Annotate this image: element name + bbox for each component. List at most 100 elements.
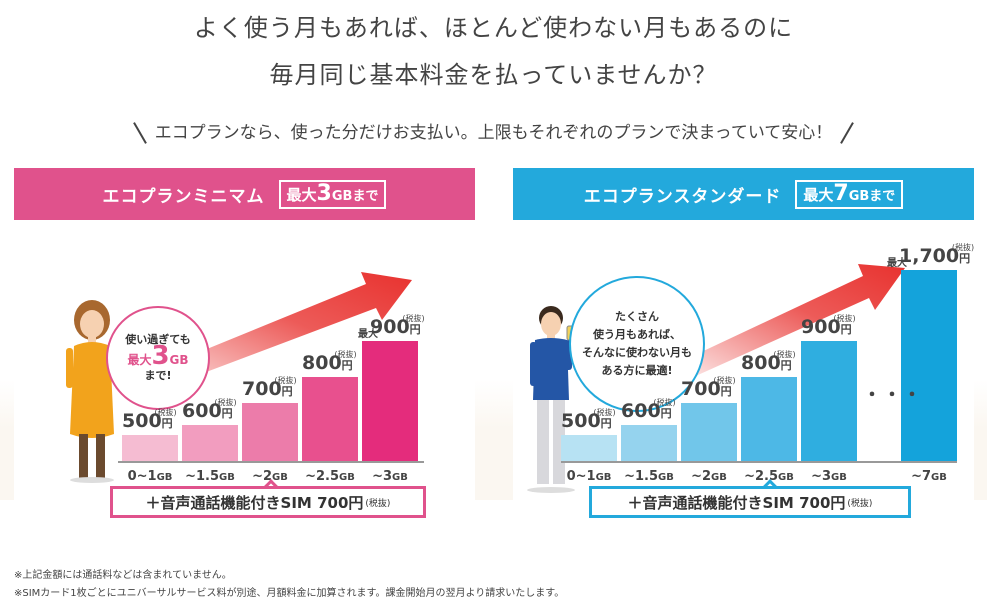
price-yen: 円 xyxy=(600,417,612,430)
price-value: 700 xyxy=(681,378,721,400)
price-bar xyxy=(621,425,677,461)
tick-label: ~7GB xyxy=(899,469,959,484)
price-label: 900円 (税抜) xyxy=(801,314,856,340)
rising-arrow-icon xyxy=(663,264,905,388)
price-tax: (税抜) xyxy=(402,314,425,323)
price-tax: (税抜) xyxy=(274,376,297,385)
price-yen: 円 xyxy=(959,252,971,265)
price-tax: (税抜) xyxy=(214,398,237,407)
tick-unit: GB xyxy=(658,472,674,483)
price-max-label: 最大 xyxy=(358,329,378,340)
price-chart-minimum: 使い過ぎても 最大3GB まで! 500円 (税抜) 0~1GB 600円 (税抜) ~1… xyxy=(14,220,475,542)
tick-unit: GB xyxy=(339,472,355,483)
bubble-line-1: たくさん xyxy=(615,310,659,323)
voice-sim-option: ＋音声通話機能付きSIM 700円 (税抜) xyxy=(589,486,911,518)
price-value: 900 xyxy=(370,316,410,338)
price-yen: 円 xyxy=(221,407,233,420)
price-yen: 円 xyxy=(341,359,353,372)
tick-label: ~2GB xyxy=(679,469,739,484)
price-tax: (税抜) xyxy=(833,314,856,323)
plan-header-standard: エコプランスタンダード 最大 7 GBまで xyxy=(513,168,974,220)
data-cap-badge: 最大 3 GBまで xyxy=(278,179,387,209)
tick-unit: GB xyxy=(831,472,847,483)
price-tax: (税抜) xyxy=(713,376,736,385)
tick-range: 0~1 xyxy=(127,469,157,484)
tick-range: ~2.5 xyxy=(305,469,340,484)
sim-tax: (税抜) xyxy=(847,498,873,509)
tick-label: ~2.5GB xyxy=(300,469,360,484)
tick-label: ~2GB xyxy=(240,469,300,484)
price-tax: (税抜) xyxy=(154,408,177,417)
price-value: 800 xyxy=(302,352,342,374)
headline-line-2: 毎月同じ基本料金を払っていませんか？ xyxy=(269,61,718,89)
tick-range: 0~1 xyxy=(566,469,596,484)
price-max-label: 最大 xyxy=(887,258,907,269)
price-bar xyxy=(302,377,358,461)
price-label: 500円 (税抜) xyxy=(122,408,177,434)
price-label: 最大900円 (税抜) xyxy=(358,314,425,340)
price-value: 600 xyxy=(621,400,661,422)
speech-bubble: 使い過ぎても 最大3GB まで! xyxy=(106,306,210,410)
badge-number: 7 xyxy=(833,180,849,206)
bubble-line-1: 使い過ぎても xyxy=(125,333,191,346)
man-illustration-icon xyxy=(527,306,576,493)
tick-unit: GB xyxy=(392,472,408,483)
bubble-line-3: そんなに使わない月も xyxy=(582,346,692,359)
tick-range: ~1.5 xyxy=(624,469,659,484)
price-bar xyxy=(182,425,238,461)
price-bar xyxy=(122,435,178,461)
tick-label: 0~1GB xyxy=(559,469,619,484)
tick-range: ~3 xyxy=(811,469,832,484)
voice-sim-option: ＋音声通話機能付きSIM 700円 (税抜) xyxy=(110,486,426,518)
speech-bubble: たくさん 使う月もあれば、 そんなに使わない月も ある方に最適! xyxy=(569,276,705,412)
price-label: 最大1,700円 (税抜) xyxy=(887,243,974,269)
plan-name: エコプランミニマム xyxy=(102,186,265,207)
price-yen: 円 xyxy=(780,359,792,372)
price-label: 600円 (税抜) xyxy=(182,398,237,424)
tick-label: ~1.5GB xyxy=(180,469,240,484)
price-tax: (税抜) xyxy=(653,398,676,407)
badge-number: 3 xyxy=(316,180,332,206)
tick-range: ~1.5 xyxy=(185,469,220,484)
plan-header-minimum: エコプランミニマム 最大 3 GBまで xyxy=(14,168,475,220)
price-bar xyxy=(561,435,617,461)
price-value: 500 xyxy=(122,410,162,432)
tick-unit: GB xyxy=(595,472,612,483)
badge-unit: GBまで xyxy=(331,188,379,204)
plan-name: エコプランスタンダード xyxy=(583,186,782,207)
backslash-decoration-icon xyxy=(133,121,147,145)
price-label: 800円 (税抜) xyxy=(302,350,357,376)
price-label: 800円 (税抜) xyxy=(741,350,796,376)
bubble-cap: 最大3GB xyxy=(127,343,189,369)
price-bar xyxy=(681,403,737,461)
subline-text: エコプランなら、使った分だけお支払い。上限もそれぞれのプランで決まっていて安心！ xyxy=(154,123,833,143)
tick-range: ~3 xyxy=(372,469,393,484)
price-label: 700円 (税抜) xyxy=(242,376,297,402)
badge-prefix: 最大 xyxy=(286,185,317,204)
price-bar xyxy=(741,377,797,461)
sim-text: ＋音声通話機能付きSIM 700円 xyxy=(145,493,364,512)
tick-unit: GB xyxy=(219,472,235,483)
slash-decoration-icon xyxy=(840,121,854,145)
tick-range: ~2 xyxy=(691,469,712,484)
bubble-line-4: ある方に最適! xyxy=(601,364,673,377)
price-tax: (税抜) xyxy=(334,350,357,359)
tick-range: ~7 xyxy=(911,469,932,484)
bubble-cap-number: 3 xyxy=(151,341,170,371)
data-cap-badge: 最大 7 GBまで xyxy=(795,179,904,209)
footnote-1: ※上記金額には通話料などは含まれていません。 xyxy=(14,570,232,581)
price-value: 500 xyxy=(561,410,601,432)
price-bar xyxy=(362,341,418,461)
footnote-2: ※SIMカード1枚ごとにユニバーサルサービス料が別途、月額料金に加算されます。課… xyxy=(14,588,565,599)
price-value: 600 xyxy=(182,400,222,422)
price-value: 900 xyxy=(801,316,841,338)
tick-unit: GB xyxy=(272,472,288,483)
price-value: 1,700 xyxy=(899,245,960,267)
bubble-cap-unit: GB xyxy=(169,353,189,367)
sim-tax: (税抜) xyxy=(365,498,391,509)
ellipsis: ・・・ xyxy=(863,385,923,406)
tick-range: ~2 xyxy=(252,469,273,484)
headline-line-1: よく使う月もあれば、ほとんど使わない月もあるのに xyxy=(193,14,794,42)
bubble-max: 最大 xyxy=(127,353,152,367)
price-yen: 円 xyxy=(281,385,293,398)
